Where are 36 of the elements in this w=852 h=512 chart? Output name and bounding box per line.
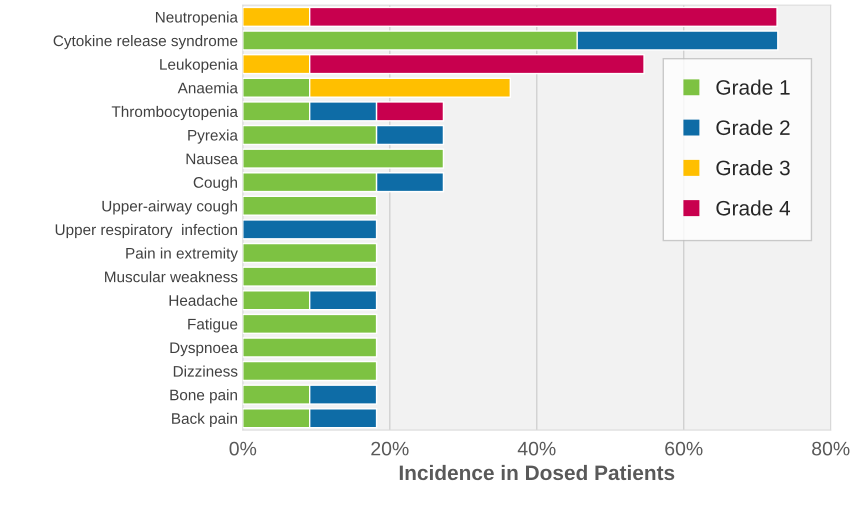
legend-label: Grade 3 (716, 160, 790, 176)
y-tick-label: Back pain (172, 412, 237, 427)
legend-label: Grade 4 (716, 200, 790, 216)
x-tick-label: 20% (371, 442, 409, 456)
x-tick-label: 0% (230, 442, 256, 456)
x-tick-label: 60% (665, 442, 702, 456)
bar (242, 360, 378, 382)
bar (242, 148, 444, 169)
y-tick-label: Fatigue (188, 318, 238, 333)
y-tick-label: Pyrexia (188, 129, 238, 144)
y-tick-label: Headache (170, 294, 238, 306)
bar (242, 266, 378, 287)
bar (242, 219, 378, 240)
y-tick-label: Upper-airway cough (102, 200, 237, 214)
bar (242, 242, 378, 264)
x-tick-label: 40% (518, 442, 556, 456)
y-tick-label: Dyspnoea (170, 342, 238, 356)
y-tick-label: Bone pain (170, 389, 237, 404)
y-tick-label: Upper respiratory infection (56, 224, 237, 238)
x-axis-title: Incidence in Dosed Patients (400, 464, 674, 480)
y-tick-label: Anaemia (178, 82, 238, 94)
y-tick-label: Cytokine release syndrome (54, 35, 238, 50)
legend-label: Grade 2 (716, 120, 790, 136)
bar (242, 314, 378, 334)
y-tick-label: Neutropenia (156, 11, 238, 26)
bar (242, 196, 378, 216)
y-tick-label: Thrombocytopenia (112, 106, 238, 120)
y-tick-label: Nausea (186, 154, 238, 164)
bar (242, 337, 378, 358)
y-tick-label: Dizziness (174, 366, 238, 377)
y-tick-label: Leukopenia (160, 58, 238, 73)
x-tick-label: 80% (812, 442, 850, 456)
y-tick-label: Cough (194, 176, 237, 191)
legend-label: Grade 1 (716, 80, 790, 95)
y-tick-label: Pain in extremity (126, 247, 238, 262)
y-tick-label: Muscular weakness (105, 271, 238, 282)
